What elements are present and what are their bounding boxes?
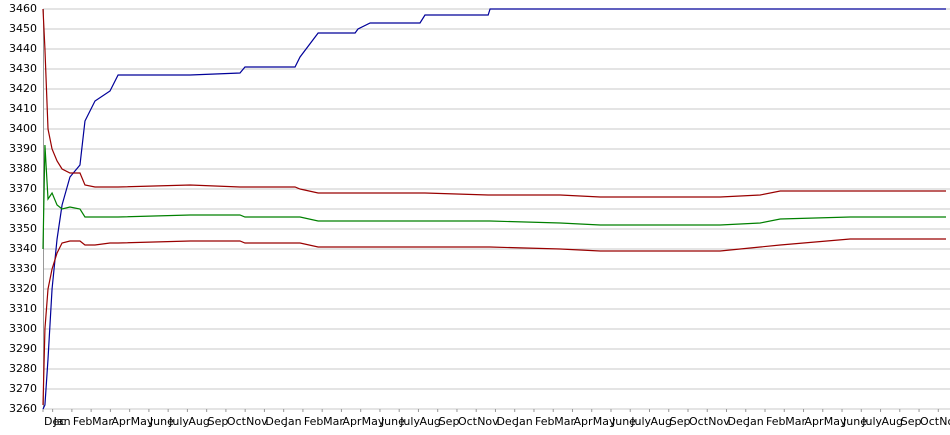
x-tick-label: Dec [265, 415, 286, 428]
data-line [42, 144, 946, 250]
x-tick-label: Mar [785, 415, 806, 428]
x-tick-label: May [824, 415, 847, 428]
x-tick-label: Apr [573, 415, 593, 428]
x-tick-label: Nov [708, 415, 730, 428]
x-tick-label: Nov [477, 415, 499, 428]
x-tick-label: Aug [882, 415, 903, 428]
x-tick-label: July [399, 415, 420, 428]
x-tick-label: July [168, 415, 189, 428]
y-tick-label: 3350 [9, 222, 37, 235]
x-tick-label: Sep [439, 415, 460, 428]
y-tick-label: 3420 [9, 82, 37, 95]
x-tick-label: Feb [766, 415, 785, 428]
x-tick-label: Dec [496, 415, 517, 428]
x-tick-label: June [380, 415, 405, 428]
y-tick-label: 3410 [9, 102, 37, 115]
x-tick-label: Sep [208, 415, 229, 428]
x-tick-label: Feb [304, 415, 323, 428]
x-tick-label: Jan [284, 415, 302, 428]
x-tick-label: Nov [939, 415, 950, 428]
x-tick-label: Jan [746, 415, 764, 428]
x-tick-label: Apr [342, 415, 362, 428]
x-tick-label: July [630, 415, 651, 428]
x-tick-label: Mar [554, 415, 575, 428]
x-tick-label: Dec [44, 415, 65, 428]
x-tick-label: June [842, 415, 867, 428]
y-tick-label: 3390 [9, 142, 37, 155]
y-tick-label: 3320 [9, 282, 37, 295]
x-tick-label: May [593, 415, 616, 428]
y-tick-label: 3360 [9, 202, 37, 215]
x-tick-label: Aug [419, 415, 440, 428]
data-line [42, 8, 946, 198]
x-tick-label: May [131, 415, 154, 428]
x-tick-label: July [861, 415, 882, 428]
x-tick-label: Feb [73, 415, 92, 428]
x-tick-label: June [149, 415, 174, 428]
data-line [42, 8, 946, 410]
x-tick-label: Feb [535, 415, 554, 428]
x-tick-label: Apr [805, 415, 825, 428]
x-tick-label: Aug [650, 415, 671, 428]
y-tick-label: 3380 [9, 162, 37, 175]
x-tick-label: Mar [323, 415, 344, 428]
y-tick-label: 3400 [9, 122, 37, 135]
y-tick-label: 3300 [9, 322, 37, 335]
y-tick-label: 3330 [9, 262, 37, 275]
x-tick-label: Dec [728, 415, 749, 428]
y-tick-label: 3280 [9, 362, 37, 375]
data-line [42, 238, 946, 406]
x-tick-label: Oct [689, 415, 709, 428]
y-tick-label: 3440 [9, 42, 37, 55]
x-tick-label: Aug [188, 415, 209, 428]
y-tick-label: 3270 [9, 382, 37, 395]
x-tick-label: Oct [227, 415, 247, 428]
x-tick-label: Oct [920, 415, 940, 428]
y-tick-label: 3260 [9, 402, 37, 415]
y-tick-label: 3460 [9, 2, 37, 15]
y-tick-label: 3430 [9, 62, 37, 75]
x-tick-label: Sep [901, 415, 922, 428]
y-tick-label: 3290 [9, 342, 37, 355]
x-tick-label: Sep [670, 415, 691, 428]
x-tick-label: Nov [246, 415, 268, 428]
x-tick-label: Mar [92, 415, 113, 428]
x-tick-label: June [611, 415, 636, 428]
x-tick-label: Jan [53, 415, 71, 428]
y-tick-label: 3370 [9, 182, 37, 195]
x-tick-label: May [362, 415, 385, 428]
x-tick-label: Jan [515, 415, 533, 428]
y-tick-label: 3310 [9, 302, 37, 315]
y-tick-label: 3450 [9, 22, 37, 35]
x-tick-label: Oct [458, 415, 478, 428]
x-tick-label: Apr [111, 415, 131, 428]
y-tick-label: 3340 [9, 242, 37, 255]
